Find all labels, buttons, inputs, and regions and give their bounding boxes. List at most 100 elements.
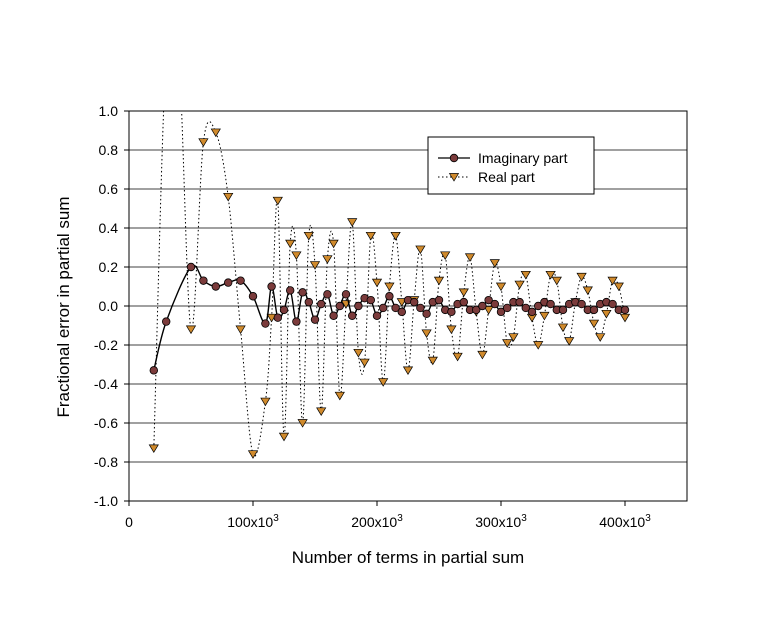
data-point [446,325,457,335]
data-point [211,282,220,291]
data-point [620,305,630,315]
data-point [148,444,159,454]
data-point [285,239,296,249]
data-point [434,295,444,305]
data-point [303,231,314,241]
data-point [223,192,234,202]
data-point [477,350,488,360]
data-point [402,366,414,376]
data-point [433,276,445,286]
data-point [359,358,370,368]
data-point [223,278,233,287]
data-point [539,311,550,321]
data-point [316,407,327,416]
data-point [348,311,357,320]
legend-label-real: Real part [478,169,535,185]
data-point [588,319,600,329]
data-point [582,286,593,296]
data-point [447,307,456,317]
data-point [292,317,301,326]
data-point [309,261,321,270]
x-tick-label-exponent: 3 [273,513,279,524]
x-tick-label-base: 300x10 [475,514,521,530]
data-point [286,286,295,295]
y-tick-label: 0.4 [99,220,119,236]
data-point [503,303,512,313]
data-point [391,303,400,313]
x-tick-label-base: 200x10 [351,514,397,530]
data-point [527,307,537,317]
data-point [149,366,158,375]
x-tick-label-exponent: 3 [645,513,651,524]
data-point [384,282,395,292]
data-point [415,245,426,255]
data-point [495,282,507,292]
data-point [248,292,258,301]
data-point [416,303,425,313]
x-tick-label: 200x103 [351,513,403,530]
data-point [422,309,431,318]
x-tick-label: 400x103 [599,513,651,530]
data-point [322,255,333,264]
gridlines [129,149,687,463]
data-point [397,307,406,317]
data-point [489,259,500,268]
y-tick-label: -0.4 [94,376,118,392]
data-point [607,276,618,286]
data-point [385,292,394,301]
data-point [354,301,363,311]
x-tick-label-exponent: 3 [521,513,527,524]
data-point [329,311,338,320]
y-tick-label: 0.8 [99,142,119,158]
data-point [185,325,197,335]
data-point [534,301,543,311]
data-point [347,218,358,227]
x-tick-label: 100x103 [227,513,279,530]
data-point [267,282,276,291]
data-point [421,329,432,338]
x-tick-label: 300x103 [475,513,527,530]
data-point [576,272,587,282]
data-point [521,303,530,313]
data-point [297,419,308,428]
data-point [478,301,487,311]
data-point [371,278,383,288]
data-point [365,231,376,241]
series-line [153,111,626,457]
legend-marker-real [448,173,460,182]
y-tick-label: 0.0 [99,298,119,314]
data-point [235,325,246,335]
legend-label-imaginary: Imaginary part [478,150,568,166]
data-point [484,295,493,305]
y-tick-label: 1.0 [99,103,119,119]
y-tick-label: 0.6 [99,181,119,197]
data-point [390,231,401,241]
x-tick-label: 0 [125,514,133,530]
data-point [261,319,270,328]
data-point [613,282,624,292]
data-point [236,276,245,285]
data-point [464,253,476,262]
data-point [198,138,209,147]
data-point [291,251,302,260]
legend-marker-imaginary [449,153,459,163]
x-axis-title: Number of terms in partial sum [292,548,524,567]
y-tick-label: -0.8 [94,454,118,470]
y-tick-label: -0.6 [94,415,118,431]
data-point [619,313,631,323]
data-point [353,348,364,358]
y-tick-label: -0.2 [94,337,118,353]
data-point [440,251,451,260]
y-tick-label: -1.0 [94,493,118,509]
x-tick-label-base: 400x10 [599,514,645,530]
data-point [458,288,469,298]
data-point [496,307,506,317]
data-point [186,262,196,272]
data-point [372,311,382,320]
data-point [328,239,339,249]
data-point [279,305,289,315]
data-point [278,432,290,442]
y-axis-title: Fractional error in partial sum [54,196,73,417]
